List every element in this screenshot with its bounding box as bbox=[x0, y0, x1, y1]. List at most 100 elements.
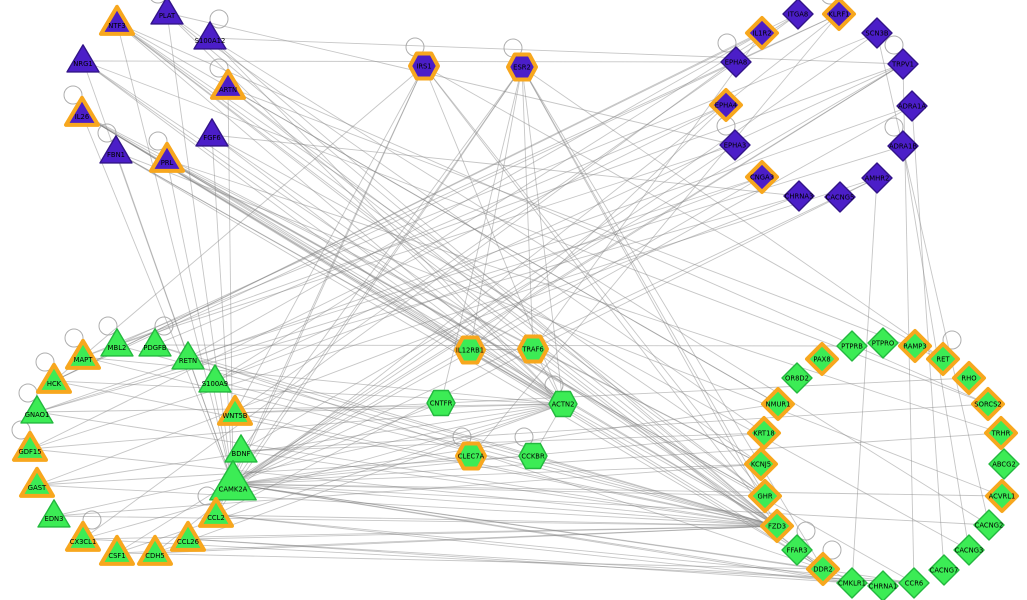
node-TRHR[interactable]: TRHR bbox=[984, 416, 1018, 450]
node-shape-PTPRO[interactable] bbox=[867, 327, 899, 359]
node-HCK[interactable]: HCK bbox=[36, 362, 72, 394]
node-IL12RB1[interactable]: IL12RB1 bbox=[454, 335, 486, 365]
node-shape-ADRA1B[interactable] bbox=[887, 130, 919, 162]
node-RAMP3[interactable]: RAMP3 bbox=[898, 329, 932, 363]
node-shape-CACNG7[interactable] bbox=[928, 554, 960, 586]
node-CCKBR[interactable]: CCKBR bbox=[518, 442, 548, 470]
node-RHO[interactable]: RHO bbox=[952, 361, 986, 395]
node-AMHR2[interactable]: AMHR2 bbox=[861, 162, 893, 194]
node-shape-PDGFB[interactable] bbox=[138, 328, 172, 357]
node-CACNG3[interactable]: CACNG3 bbox=[953, 534, 985, 566]
node-IL26[interactable]: IL26 bbox=[64, 95, 100, 127]
node-shape-TRAF6[interactable] bbox=[517, 334, 549, 364]
node-ESR2[interactable]: ESR2 bbox=[506, 52, 538, 82]
node-CX3CL1[interactable]: CX3CL1 bbox=[65, 520, 101, 552]
node-shape-KLRF1[interactable] bbox=[822, 0, 856, 31]
node-shape-CMKLR1[interactable] bbox=[836, 567, 868, 599]
node-shape-KRT18[interactable] bbox=[747, 416, 781, 450]
node-shape-RETN[interactable] bbox=[171, 341, 205, 370]
node-shape-ARTN[interactable] bbox=[210, 68, 246, 100]
node-shape-PLAT[interactable] bbox=[150, 0, 184, 25]
node-shape-CACNG5[interactable] bbox=[824, 181, 856, 213]
node-shape-NMUR1[interactable] bbox=[761, 387, 795, 421]
node-OR8D2[interactable]: OR8D2 bbox=[781, 362, 813, 394]
node-CNGA3[interactable]: CNGA3 bbox=[745, 160, 779, 194]
node-shape-RAMP3[interactable] bbox=[898, 329, 932, 363]
node-shape-WNT5B[interactable] bbox=[217, 394, 253, 426]
node-shape-IL12RB1[interactable] bbox=[454, 335, 486, 365]
node-shape-CDH5[interactable] bbox=[137, 534, 173, 566]
node-CLEC7A[interactable]: CLEC7A bbox=[455, 441, 487, 471]
node-shape-CCL2[interactable] bbox=[198, 496, 234, 528]
node-shape-IRS1[interactable] bbox=[408, 51, 440, 81]
node-shape-FBN1[interactable] bbox=[99, 135, 133, 164]
node-shape-TRPV1[interactable] bbox=[887, 48, 919, 80]
node-GDF15[interactable]: GDF15 bbox=[12, 430, 48, 462]
node-TRAF6[interactable]: TRAF6 bbox=[517, 334, 549, 364]
node-shape-CHRNA3[interactable] bbox=[783, 180, 815, 212]
node-shape-EPHA8[interactable] bbox=[720, 46, 752, 78]
node-shape-CCR6[interactable] bbox=[898, 567, 930, 599]
node-shape-EDN3[interactable] bbox=[37, 499, 71, 528]
node-shape-BDNF[interactable] bbox=[224, 434, 258, 463]
node-shape-EPHA3[interactable] bbox=[719, 129, 751, 161]
node-ITGA8[interactable]: ITGA8 bbox=[782, 0, 814, 30]
node-KCNJ5[interactable]: KCNJ5 bbox=[744, 447, 778, 481]
node-shape-GNAO1[interactable] bbox=[20, 395, 54, 424]
node-shape-GAST[interactable] bbox=[19, 466, 55, 498]
node-shape-CNTFR[interactable] bbox=[426, 389, 456, 417]
node-CNTFR[interactable]: CNTFR bbox=[426, 389, 456, 417]
node-ACTN2[interactable]: ACTN2 bbox=[548, 390, 578, 418]
node-shape-PTPRB[interactable] bbox=[836, 330, 868, 362]
node-shape-CCL26[interactable] bbox=[170, 520, 206, 552]
node-shape-IL26[interactable] bbox=[64, 95, 100, 127]
node-shape-FZD3[interactable] bbox=[760, 509, 794, 543]
node-shape-NRG1[interactable] bbox=[66, 44, 100, 73]
node-IRS1[interactable]: IRS1 bbox=[408, 51, 440, 81]
node-shape-RHO[interactable] bbox=[952, 361, 986, 395]
node-CHRNA1[interactable]: CHRNA1 bbox=[867, 570, 899, 600]
node-shape-CHRNA1[interactable] bbox=[867, 570, 899, 600]
node-shape-IL1R2[interactable] bbox=[745, 16, 779, 50]
node-WNT5B[interactable]: WNT5B bbox=[217, 394, 253, 426]
node-shape-AMHR2[interactable] bbox=[861, 162, 893, 194]
node-shape-ADRA1A[interactable] bbox=[896, 90, 928, 122]
node-CDH5[interactable]: CDH5 bbox=[137, 534, 173, 566]
node-shape-DDR2[interactable] bbox=[806, 552, 840, 586]
node-shape-S100A9[interactable] bbox=[198, 364, 232, 393]
node-ADRA1A[interactable]: ADRA1A bbox=[896, 90, 928, 122]
node-shape-PRL[interactable] bbox=[149, 141, 185, 173]
node-MAPT[interactable]: MAPT bbox=[65, 338, 101, 370]
node-shape-NTF3[interactable] bbox=[99, 4, 135, 36]
node-shape-CSF1[interactable] bbox=[99, 534, 135, 566]
node-FZD3[interactable]: FZD3 bbox=[760, 509, 794, 543]
node-shape-SCN3B[interactable] bbox=[861, 17, 893, 49]
node-shape-ACTN2[interactable] bbox=[548, 390, 578, 418]
node-shape-ABCG2[interactable] bbox=[988, 448, 1020, 480]
node-SCN3B[interactable]: SCN3B bbox=[861, 17, 893, 49]
node-SORCS2[interactable]: SORCS2 bbox=[971, 387, 1005, 421]
node-MBL2[interactable]: MBL2 bbox=[100, 328, 134, 357]
node-ABCG2[interactable]: ABCG2 bbox=[988, 448, 1020, 480]
node-shape-TRHR[interactable] bbox=[984, 416, 1018, 450]
node-shape-CX3CL1[interactable] bbox=[65, 520, 101, 552]
node-shape-CAMK2A[interactable] bbox=[209, 459, 257, 501]
node-shape-ITGA8[interactable] bbox=[782, 0, 814, 30]
node-PLAT[interactable]: PLAT bbox=[150, 0, 184, 25]
node-NRG1[interactable]: NRG1 bbox=[66, 44, 100, 73]
node-shape-FFAR3[interactable] bbox=[781, 534, 813, 566]
node-GNAO1[interactable]: GNAO1 bbox=[20, 395, 54, 424]
node-shape-RET[interactable] bbox=[926, 342, 960, 376]
node-shape-PAX8[interactable] bbox=[805, 342, 839, 376]
node-shape-SORCS2[interactable] bbox=[971, 387, 1005, 421]
node-shape-KCNJ5[interactable] bbox=[744, 447, 778, 481]
node-CACNG2[interactable]: CACNG2 bbox=[973, 509, 1005, 541]
node-shape-EPHA4[interactable] bbox=[709, 88, 743, 122]
node-shape-GDF15[interactable] bbox=[12, 430, 48, 462]
node-CSF1[interactable]: CSF1 bbox=[99, 534, 135, 566]
node-shape-ESR2[interactable] bbox=[506, 52, 538, 82]
node-CACNG7[interactable]: CACNG7 bbox=[928, 554, 960, 586]
node-shape-CCKBR[interactable] bbox=[518, 442, 548, 470]
